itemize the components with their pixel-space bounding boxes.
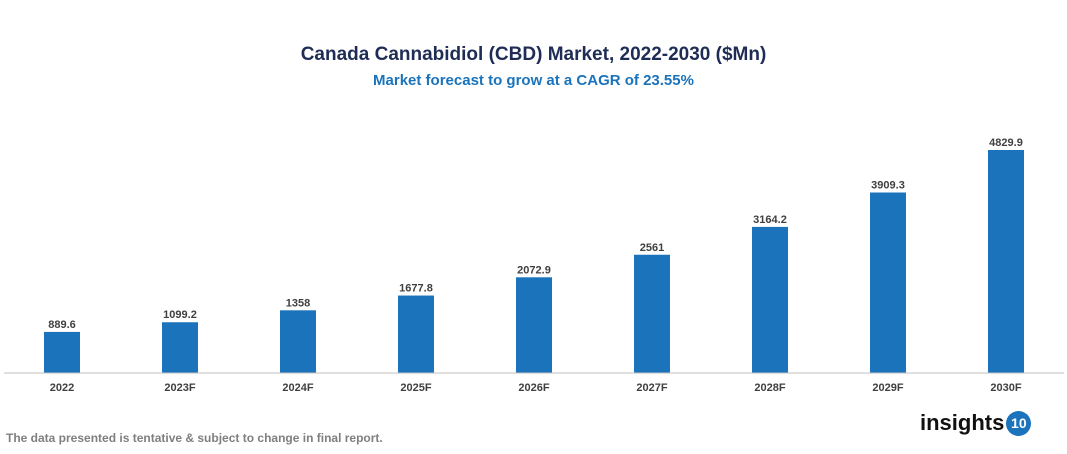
bar-2026F (516, 277, 552, 373)
bar-2023F (162, 322, 198, 373)
data-label: 4829.9 (989, 137, 1023, 149)
x-tick-label: 2022 (50, 382, 74, 394)
bar-2029F (870, 192, 906, 373)
bar-2022 (44, 331, 80, 373)
bar-2027F (634, 254, 670, 373)
x-tick-label: 2028F (754, 382, 785, 394)
logo-text: insights (920, 410, 1005, 435)
data-label: 889.6 (48, 319, 76, 331)
data-label: 1099.2 (163, 309, 197, 321)
data-label: 3909.3 (871, 180, 905, 192)
x-tick-label: 2027F (636, 382, 667, 394)
x-tick-label: 2023F (164, 382, 195, 394)
x-tick-label: 2029F (872, 382, 903, 394)
bar-2030F (988, 150, 1024, 373)
bar-2024F (280, 310, 316, 373)
data-label: 2072.9 (517, 264, 551, 276)
chart-title: Canada Cannabidiol (CBD) Market, 2022-20… (300, 44, 767, 65)
disclaimer-note: The data presented is tentative & subjec… (6, 431, 383, 445)
x-tick-label: 2024F (282, 382, 313, 394)
chart-subtitle: Market forecast to grow at a CAGR of 23.… (373, 72, 694, 89)
data-label: 3164.2 (753, 214, 787, 226)
bar-2025F (398, 295, 434, 373)
x-tick-label: 2030F (990, 382, 1021, 394)
bar-2028F (752, 226, 788, 373)
logo-badge: 10 (1006, 410, 1032, 436)
data-label: 2561 (640, 242, 664, 254)
x-tick-label: 2026F (518, 382, 549, 394)
insights10-logo: insights 10 (920, 410, 1032, 436)
x-tick-label: 2025F (400, 382, 431, 394)
data-label: 1358 (286, 297, 310, 309)
data-label: 1677.8 (399, 283, 433, 295)
